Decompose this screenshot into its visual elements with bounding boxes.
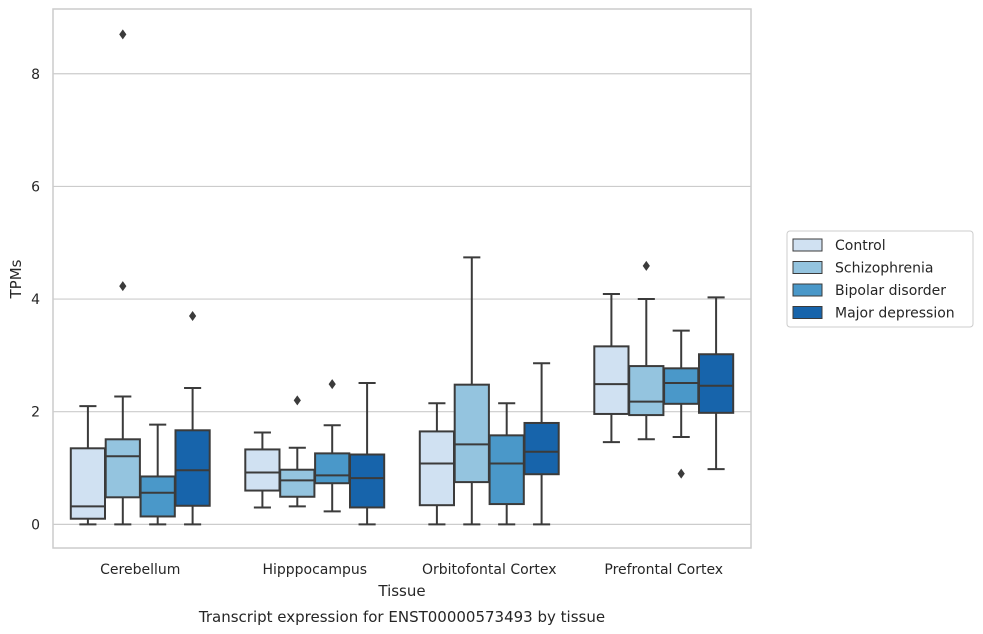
y-tick-label: 0 — [31, 517, 40, 533]
legend-swatch — [792, 306, 823, 319]
box-plot — [628, 260, 665, 441]
box — [174, 429, 211, 507]
plot-frame — [52, 8, 752, 549]
outlier-point — [189, 310, 197, 321]
chart-caption: Transcript expression for ENST0000057349… — [198, 608, 605, 626]
box-plot — [697, 296, 735, 471]
box — [488, 434, 525, 506]
legend-label: Bipolar disorder — [835, 283, 946, 299]
outlier-point — [328, 379, 336, 390]
box — [69, 447, 107, 520]
box — [279, 468, 316, 498]
outlier-point — [677, 468, 685, 479]
box — [523, 421, 560, 476]
box-plot — [69, 405, 107, 526]
outlier-point — [119, 29, 127, 40]
legend-label: Control — [835, 238, 886, 254]
box-plot — [104, 29, 141, 526]
box — [628, 365, 665, 417]
box — [663, 367, 700, 405]
box — [348, 453, 386, 509]
y-tick-label: 4 — [31, 292, 40, 308]
legend-swatch — [792, 238, 823, 252]
box-plot — [593, 292, 630, 444]
legend-label: Major depression — [835, 306, 955, 322]
box-plot — [418, 402, 456, 526]
x-tick-labels: Cerebellum Hipppocampus Orbitofontal Corte… — [100, 562, 723, 578]
box-plot — [488, 402, 525, 526]
legend: Control Schizophrenia Bipolar disorder Majo… — [786, 230, 974, 328]
outlier-point — [293, 395, 301, 406]
x-tick-label: Orbitofontal Cortex — [422, 562, 557, 578]
box-plot — [174, 310, 211, 526]
y-tick-labels: 0 2 4 6 8 — [31, 67, 40, 534]
x-axis-label: Tissue — [377, 582, 425, 600]
box — [314, 452, 351, 485]
x-tick-label: Hipppocampus — [262, 562, 367, 578]
box-layer — [69, 29, 735, 526]
box — [453, 383, 490, 484]
box — [697, 353, 735, 414]
box — [593, 345, 630, 415]
box-plot — [279, 395, 316, 508]
y-tick-label: 6 — [31, 179, 40, 195]
box — [104, 438, 141, 499]
y-tick-label: 2 — [31, 405, 40, 421]
box — [418, 430, 456, 507]
box-plot — [348, 381, 386, 526]
box-plot — [663, 329, 700, 479]
box-plot — [523, 362, 560, 526]
y-tick-label: 8 — [31, 67, 40, 83]
x-tick-label: Cerebellum — [100, 562, 180, 578]
y-axis-label: TPMs — [7, 259, 25, 299]
box-plot — [244, 431, 281, 509]
legend-swatch — [792, 261, 823, 274]
outlier-point — [642, 260, 650, 271]
legend-frame — [786, 230, 974, 328]
legend-swatch — [792, 283, 823, 297]
box-plot — [314, 379, 351, 513]
x-tick-label: Prefrontal Cortex — [604, 562, 723, 578]
outlier-point — [119, 281, 127, 292]
box-plot — [139, 423, 176, 526]
box — [139, 475, 176, 518]
box — [244, 448, 281, 492]
legend-label: Schizophrenia — [835, 261, 933, 277]
box-plot — [453, 256, 490, 526]
